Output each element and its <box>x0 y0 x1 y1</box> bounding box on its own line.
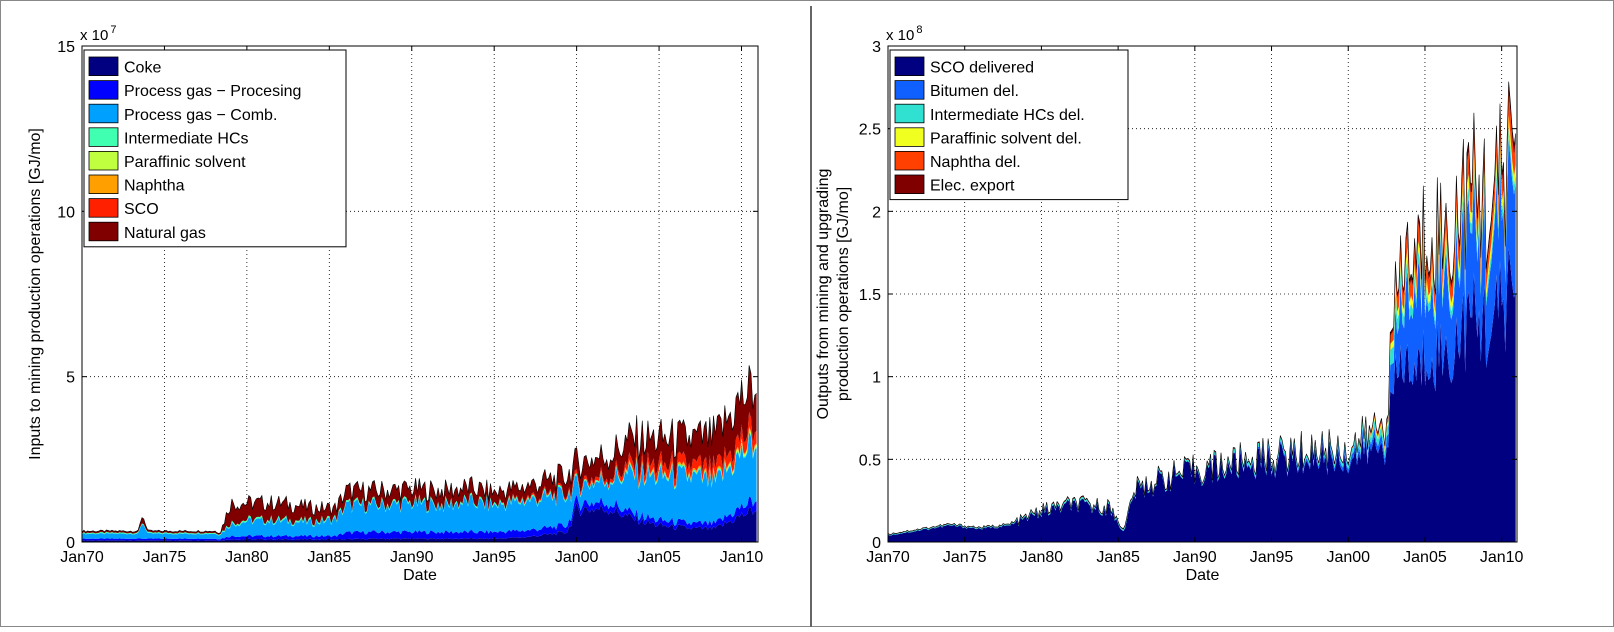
y-exponent-label: x 10 8 <box>886 24 922 44</box>
y-axis-label: Inputs to mining production operations [… <box>27 128 44 460</box>
total-outline <box>81 365 757 534</box>
legend: Coke Process gas − Procesing Process gas −… <box>83 49 347 248</box>
legend-swatch <box>88 221 119 242</box>
x-tick-label: Jan80 <box>1020 549 1064 566</box>
legend-swatch <box>894 150 925 171</box>
chart-panel-2: Jan70 Jan75 Jan80 Jan85 Jan90 Jan95 Jan00 Jan05… <box>815 24 1524 584</box>
series-area-1 <box>82 502 757 542</box>
x-axis-label: Date <box>403 567 437 584</box>
legend-swatch <box>88 127 119 147</box>
legend-label: Paraffinic solvent del. <box>930 130 1082 147</box>
tick-labels: Jan70 Jan75 Jan80 Jan85 Jan90 Jan95 Jan00 Jan05… <box>57 39 763 566</box>
legend-label: Process gas − Procesing <box>124 83 301 100</box>
x-tick-label: Jan10 <box>1480 549 1524 566</box>
legend-label: Natural gas <box>124 225 206 242</box>
legend-swatch <box>88 198 119 218</box>
x-tick-label: Jan00 <box>555 549 599 566</box>
x-tick-label: Jan90 <box>1173 549 1217 566</box>
legend-label: Paraffinic solvent <box>124 154 246 171</box>
legend-label: Intermediate HCs del. <box>930 107 1085 124</box>
series-area-3 <box>82 432 757 540</box>
legend-label: Elec. export <box>930 178 1015 195</box>
y-axis-label-line2: production operations [GJ/mo] <box>835 187 852 401</box>
legend-label: Coke <box>124 60 161 77</box>
x-tick-label: Jan05 <box>637 549 681 566</box>
y-exponent-base: x 10 <box>886 27 914 44</box>
legend-swatch <box>894 80 925 100</box>
x-tick-label: Jan85 <box>1096 549 1140 566</box>
x-tick-label: Jan05 <box>1403 549 1447 566</box>
chart-panel-1: Jan70 Jan75 Jan80 Jan85 Jan90 Jan95 Jan00 Jan05… <box>27 24 763 584</box>
y-tick-label: 0 <box>872 535 881 552</box>
legend-label: SCO <box>124 201 159 218</box>
legend-box <box>83 49 347 248</box>
total-outline <box>887 81 1516 535</box>
legend-swatch <box>88 150 119 171</box>
legend-swatch <box>88 80 119 100</box>
tick-labels: Jan70 Jan75 Jan80 Jan85 Jan90 Jan95 Jan00 Jan05… <box>859 39 1524 566</box>
x-tick-label: Jan95 <box>472 549 516 566</box>
legend-label: SCO delivered <box>930 60 1034 77</box>
y-tick-label: 1.5 <box>859 287 881 304</box>
x-tick-label: Jan75 <box>943 549 987 566</box>
y-tick-label: 0.5 <box>859 452 881 469</box>
y-tick-label: 3 <box>872 39 881 56</box>
legend-swatch <box>894 103 925 124</box>
x-axis-label: Date <box>1186 567 1220 584</box>
y-tick-label: 0 <box>66 535 75 552</box>
series-areas <box>887 81 1516 542</box>
legend-swatch <box>88 56 119 77</box>
y-tick-label: 10 <box>57 204 75 221</box>
legend-label: Process gas − Comb. <box>124 107 277 124</box>
y-tick-label: 2 <box>872 204 881 221</box>
y-tick-label: 2.5 <box>859 122 881 139</box>
x-tick-label: Jan70 <box>866 549 910 566</box>
y-tick-label: 5 <box>66 370 75 387</box>
x-tick-label: Jan90 <box>390 549 434 566</box>
legend-label: Naphtha del. <box>930 154 1021 171</box>
series-areas <box>81 365 757 542</box>
x-tick-label: Jan75 <box>143 549 187 566</box>
legend: SCO delivered Bitumen del. Intermediate HC… <box>889 49 1129 201</box>
x-tick-label: Jan80 <box>225 549 269 566</box>
y-tick-label: 15 <box>57 39 75 56</box>
y-exponent-power: 7 <box>110 24 116 36</box>
legend-box <box>889 49 1129 201</box>
y-exponent-base: x 10 <box>80 27 108 44</box>
legend-label: Naphtha <box>124 178 185 195</box>
legend-swatch <box>88 174 119 195</box>
y-exponent-power: 8 <box>916 24 922 36</box>
x-tick-label: Jan00 <box>1326 549 1370 566</box>
x-tick-label: Jan10 <box>720 549 764 566</box>
y-tick-label: 1 <box>872 370 881 387</box>
legend-label: Intermediate HCs <box>124 130 249 147</box>
legend-label: Bitumen del. <box>930 83 1019 100</box>
x-tick-label: Jan95 <box>1250 549 1294 566</box>
series-area-2 <box>82 494 757 541</box>
series-area-1 <box>888 248 1516 542</box>
legend-swatch <box>894 127 925 147</box>
y-exponent-label: x 10 7 <box>80 24 116 44</box>
axes-box <box>81 45 759 543</box>
legend-swatch <box>88 103 119 124</box>
y-axis-label: Outputs from mining and upgrading <box>815 169 832 420</box>
x-tick-label: Jan70 <box>60 549 104 566</box>
x-tick-label: Jan85 <box>308 549 352 566</box>
legend-swatch <box>894 174 925 195</box>
legend-swatch <box>894 56 925 77</box>
